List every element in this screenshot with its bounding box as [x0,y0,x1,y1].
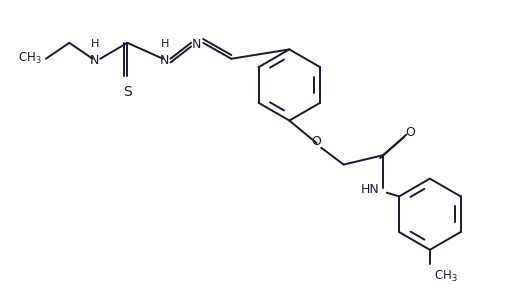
Text: CH$_3$: CH$_3$ [18,51,42,66]
Text: H: H [161,39,169,49]
Text: HN: HN [360,183,379,196]
Text: S: S [123,85,132,99]
Text: O: O [312,135,322,148]
Text: N: N [90,54,99,67]
Text: N: N [192,38,201,51]
Text: H: H [90,39,99,49]
Text: O: O [405,126,415,139]
Text: N: N [160,54,169,67]
Text: CH$_3$: CH$_3$ [434,269,457,284]
